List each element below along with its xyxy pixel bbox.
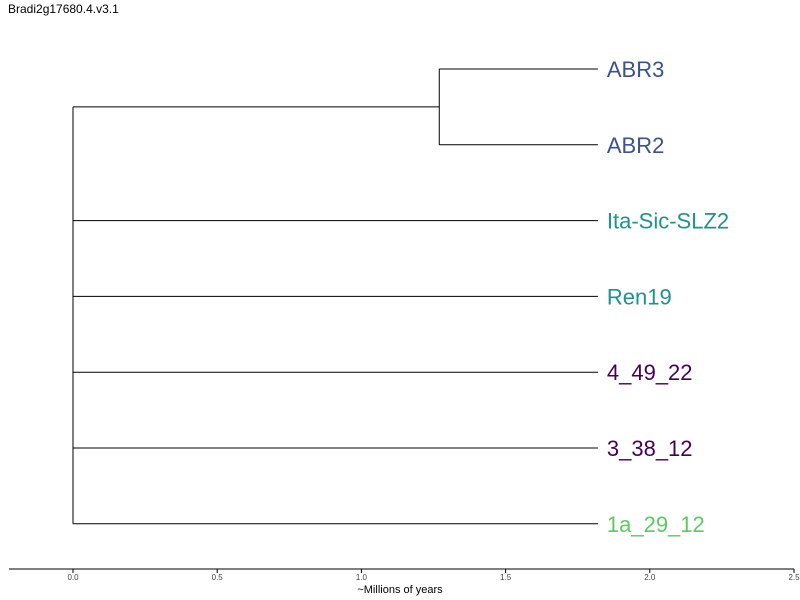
leaf-label: 3_38_12 xyxy=(607,436,693,461)
x-axis: 0.0 0.5 1.0 1.5 2.0 2.5 ~Millions of years xyxy=(9,568,800,596)
x-tick-label: 2.0 xyxy=(644,573,656,582)
x-tick-label: 0.5 xyxy=(212,573,224,582)
x-tick-label: 2.5 xyxy=(788,573,800,582)
leaf-label: ABR2 xyxy=(607,133,664,158)
tree-branches xyxy=(72,68,598,525)
leaf-label: Ita-Sic-SLZ2 xyxy=(607,209,729,234)
x-axis-label: ~Millions of years xyxy=(357,584,443,596)
leaf-labels: ABR3 ABR2 Ita-Sic-SLZ2 Ren19 4_49_22 3_38_12 1… xyxy=(607,57,729,537)
leaf-label: 1a_29_12 xyxy=(607,512,705,537)
figure-title: Bradi2g17680.4.v3.1 xyxy=(8,2,119,16)
x-tick-label: 1.0 xyxy=(356,573,368,582)
leaf-label: 4_49_22 xyxy=(607,360,693,385)
x-tick-label: 0.0 xyxy=(67,573,79,582)
leaf-label: Ren19 xyxy=(607,284,672,309)
x-tick-label: 1.5 xyxy=(500,573,512,582)
leaf-label: ABR3 xyxy=(607,57,664,82)
x-axis-ticks: 0.0 0.5 1.0 1.5 2.0 2.5 xyxy=(67,569,800,582)
